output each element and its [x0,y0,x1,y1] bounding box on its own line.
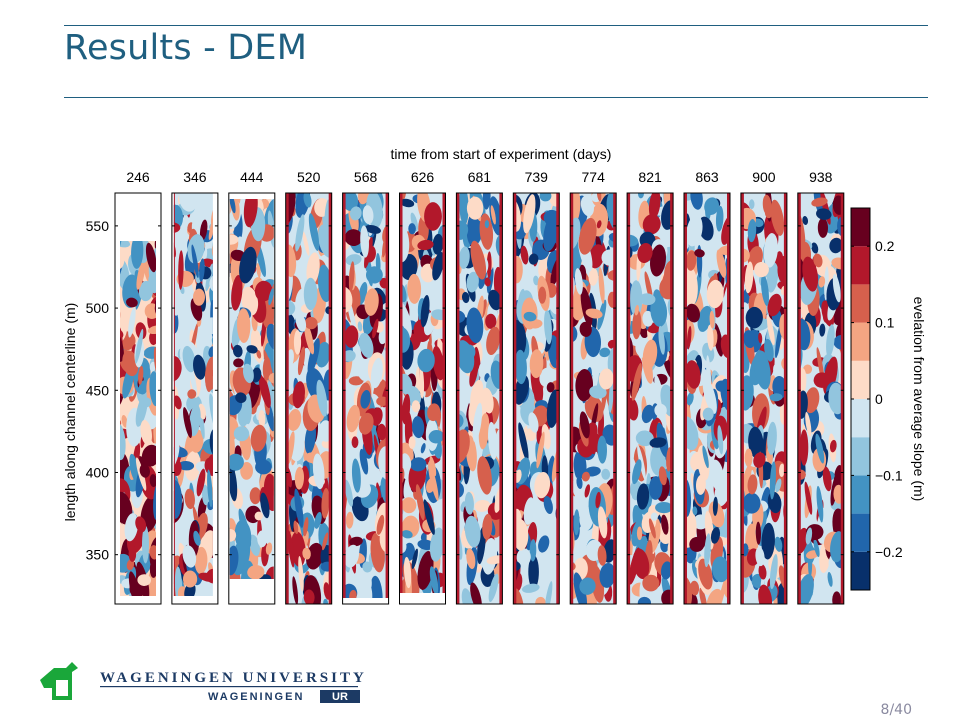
panel-frame-821 [626,192,674,605]
panel-frame-520 [285,192,333,605]
dem-field-568 [342,193,389,598]
panel-label-246: 246 [126,169,150,185]
colorbar-label: evelation from average slope (m) [911,297,927,502]
y-tick-label-350: 350 [86,547,110,563]
panel-frame-246 [114,192,162,605]
panel-label-863: 863 [695,169,719,185]
colorbar-swatch-8 [851,246,870,285]
dem-field-900 [740,193,787,604]
colorbar-tick-label-3: 0.1 [875,315,895,331]
panel-label-938: 938 [809,169,833,185]
colorbar-swatch-0 [851,551,870,590]
panel-frame-739 [512,192,560,605]
panel-frame-568 [342,192,390,605]
logo-line2a: WAGENINGEN [208,691,304,703]
dem-field-821 [627,193,674,604]
panel-frame-444 [228,192,276,605]
dem-field-774 [570,193,617,604]
panel-label-774: 774 [582,169,606,185]
y-tick-label-450: 450 [86,382,110,398]
colorbar-swatch-7 [851,284,870,323]
colorbar-swatch-6 [851,322,870,361]
colorbar-swatch-2 [851,475,870,514]
dem-panel-568: 568 [342,169,390,605]
y-tick-label-500: 500 [86,300,110,316]
chart-title: time from start of experiment (days) [391,146,612,162]
dem-field-681 [456,193,503,604]
panel-frame-681 [455,192,503,605]
y-axis-label: length along channel centerline (m) [62,303,78,522]
panel-label-681: 681 [468,169,492,185]
top-rule [64,25,928,26]
logo-mark [40,662,78,700]
y-tick-label-550: 550 [86,218,110,234]
colorbar-swatch-5 [851,360,870,399]
logo-line1: WAGENINGEN UNIVERSITY [100,670,367,686]
panel-frame-863 [683,192,731,605]
dem-field-626 [399,193,446,593]
dem-field-246 [120,241,156,596]
wageningen-logo: WAGENINGEN UNIVERSITY WAGENINGEN UR [40,662,367,703]
colorbar-tick-label-1: −0.1 [875,467,903,483]
colorbar-swatch-3 [851,437,870,476]
panel-label-739: 739 [525,169,549,185]
colorbar-tick-label-4: 0.2 [875,238,895,254]
panel-frame-774 [569,192,617,605]
panel-frame-938 [797,192,845,605]
dem-field-346 [173,193,213,596]
dem-panel-681: 681 [455,169,503,605]
colorbar-swatch-1 [851,513,870,552]
slide-title: Results - DEM [64,28,308,68]
colorbar-tick-label-0: −0.2 [875,544,903,560]
panel-label-900: 900 [752,169,776,185]
dem-field-444 [229,199,274,579]
colorbar-swatch-9 [851,208,870,247]
dem-panel-938: 938 [797,169,845,605]
title-underline [64,97,928,98]
dem-panel-246: 246 [114,169,162,605]
dem-field-739 [513,193,560,604]
dem-field-863 [684,193,730,604]
panel-frame-626 [399,192,446,605]
dem-panel-346: 346 [171,169,219,605]
y-tick-label-400: 400 [86,464,110,480]
dem-panel-863: 863 [683,169,731,605]
panel-frame-900 [740,192,788,605]
dem-figure: time from start of experiment (days) len… [62,146,927,605]
dem-panel-821: 821 [626,169,674,605]
dem-panel-739: 739 [512,169,560,605]
dem-field-938 [797,193,844,604]
colorbar: −0.2 −0.1 0 0.1 0.2 [850,207,903,591]
dem-panel-900: 900 [740,169,788,605]
panel-label-626: 626 [411,169,435,185]
dem-panel-774: 774 [569,169,617,605]
panel-label-568: 568 [354,169,378,185]
logo-line2b: UR [332,691,348,703]
dem-panel-520: 520 [285,169,333,605]
panel-label-821: 821 [638,169,662,185]
dem-panel-444: 444 [228,169,276,605]
dem-panel-626: 626 [399,169,446,605]
panel-label-346: 346 [183,169,207,185]
panel-label-444: 444 [240,169,264,185]
panel-label-520: 520 [297,169,321,185]
page-number: 8/40 [880,702,912,718]
panel-frame-346 [171,192,219,605]
colorbar-swatch-4 [851,399,870,438]
dem-field-520 [285,193,332,604]
panels-group: 246 346 444 520 568 626 681 739 774 821 863 900 938 3… [86,169,845,605]
colorbar-tick-label-2: 0 [875,391,883,407]
